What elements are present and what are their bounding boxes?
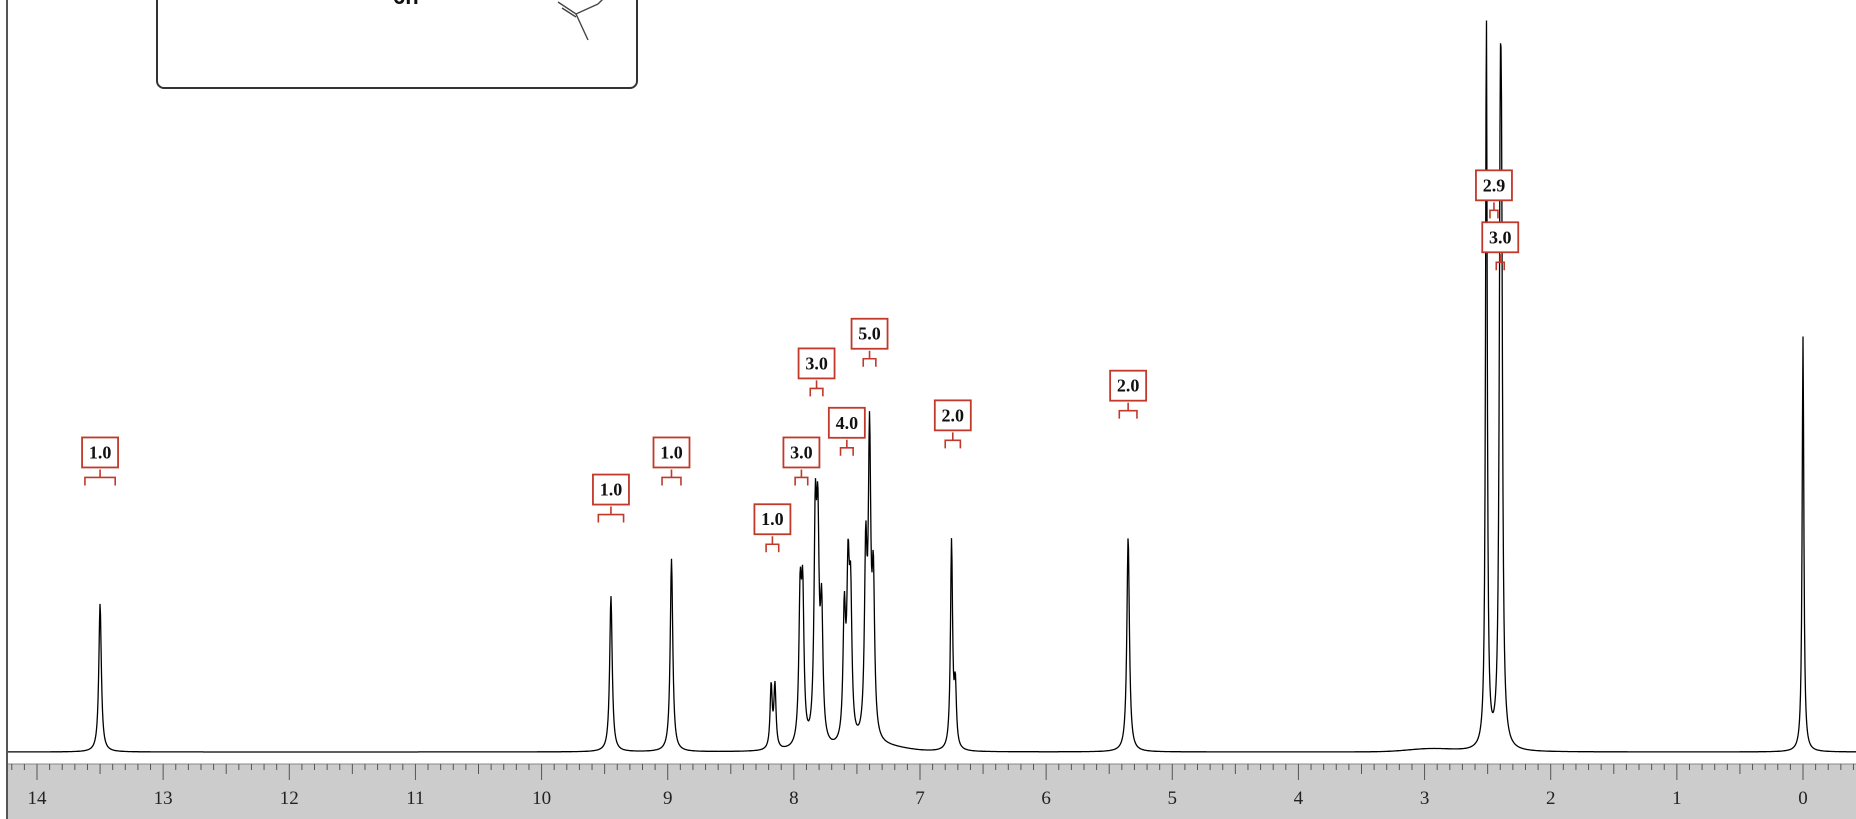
integration-label-box: [652, 436, 691, 469]
integration-bracket: [1489, 202, 1499, 219]
integration-value: 1.0: [600, 480, 623, 500]
left-frame-border: [6, 0, 8, 819]
integration-value: 3.0: [1489, 227, 1512, 247]
integration-value: 3.0: [805, 353, 828, 373]
integration-bracket: [765, 536, 780, 553]
integration-label-box: [782, 436, 821, 469]
integration-value: 1.0: [761, 509, 784, 529]
integration-label-box: [1109, 369, 1148, 402]
integration-bracket: [944, 432, 962, 449]
integration-label-box: [1475, 169, 1513, 202]
integration-label-box: [797, 347, 836, 380]
integration-bracket: [809, 380, 824, 397]
x-tick-label: 2: [1546, 788, 1556, 809]
x-tick-label: 14: [28, 788, 48, 809]
x-tick-label: 5: [1168, 788, 1178, 809]
x-tick-label: 4: [1294, 788, 1304, 809]
x-tick-label: 1: [1672, 788, 1682, 809]
integration-value: 4.0: [836, 413, 859, 433]
integration-value: 2.0: [1117, 376, 1140, 396]
structure-fragment: [557, 0, 603, 41]
x-tick-label: 8: [789, 788, 799, 809]
integration-bracket: [84, 469, 117, 486]
integration-value: 5.0: [858, 324, 881, 344]
x-tick-label: 13: [154, 788, 173, 809]
integration-value: 2.9: [1483, 175, 1506, 195]
integration-label-box: [81, 436, 119, 469]
spectrum-trace: [8, 20, 1856, 753]
compound-label: 6h: [393, 0, 419, 10]
x-tick-label: 0: [1798, 788, 1808, 809]
integration-value: 1.0: [660, 442, 683, 462]
compound-structure-box: 6h: [156, 0, 638, 89]
integration-bracket: [1118, 402, 1138, 419]
x-tick-label: 12: [280, 788, 299, 809]
x-axis-band: [8, 764, 1856, 819]
integration-label-box: [850, 317, 889, 350]
integration-bracket: [862, 350, 877, 367]
integration-label-box: [1481, 221, 1520, 254]
integration-label-box: [827, 406, 866, 439]
integration-value: 3.0: [790, 442, 813, 462]
integration-bracket: [794, 469, 809, 486]
integration-bracket: [597, 506, 625, 523]
integration-bracket: [839, 439, 854, 456]
x-tick-label: 10: [532, 788, 551, 809]
x-tick-label: 7: [915, 788, 925, 809]
integration-bracket: [1495, 254, 1506, 271]
x-tick-label: 3: [1420, 788, 1430, 809]
x-tick-label: 11: [406, 788, 424, 809]
integration-bracket: [661, 469, 682, 486]
integration-label-box: [753, 503, 792, 536]
integration-label-box: [933, 399, 972, 432]
x-tick-label: 9: [663, 788, 673, 809]
integration-value: 1.0: [89, 442, 112, 462]
integration-value: 2.0: [942, 405, 965, 425]
x-tick-label: 6: [1041, 788, 1051, 809]
integration-label-box: [592, 473, 630, 506]
